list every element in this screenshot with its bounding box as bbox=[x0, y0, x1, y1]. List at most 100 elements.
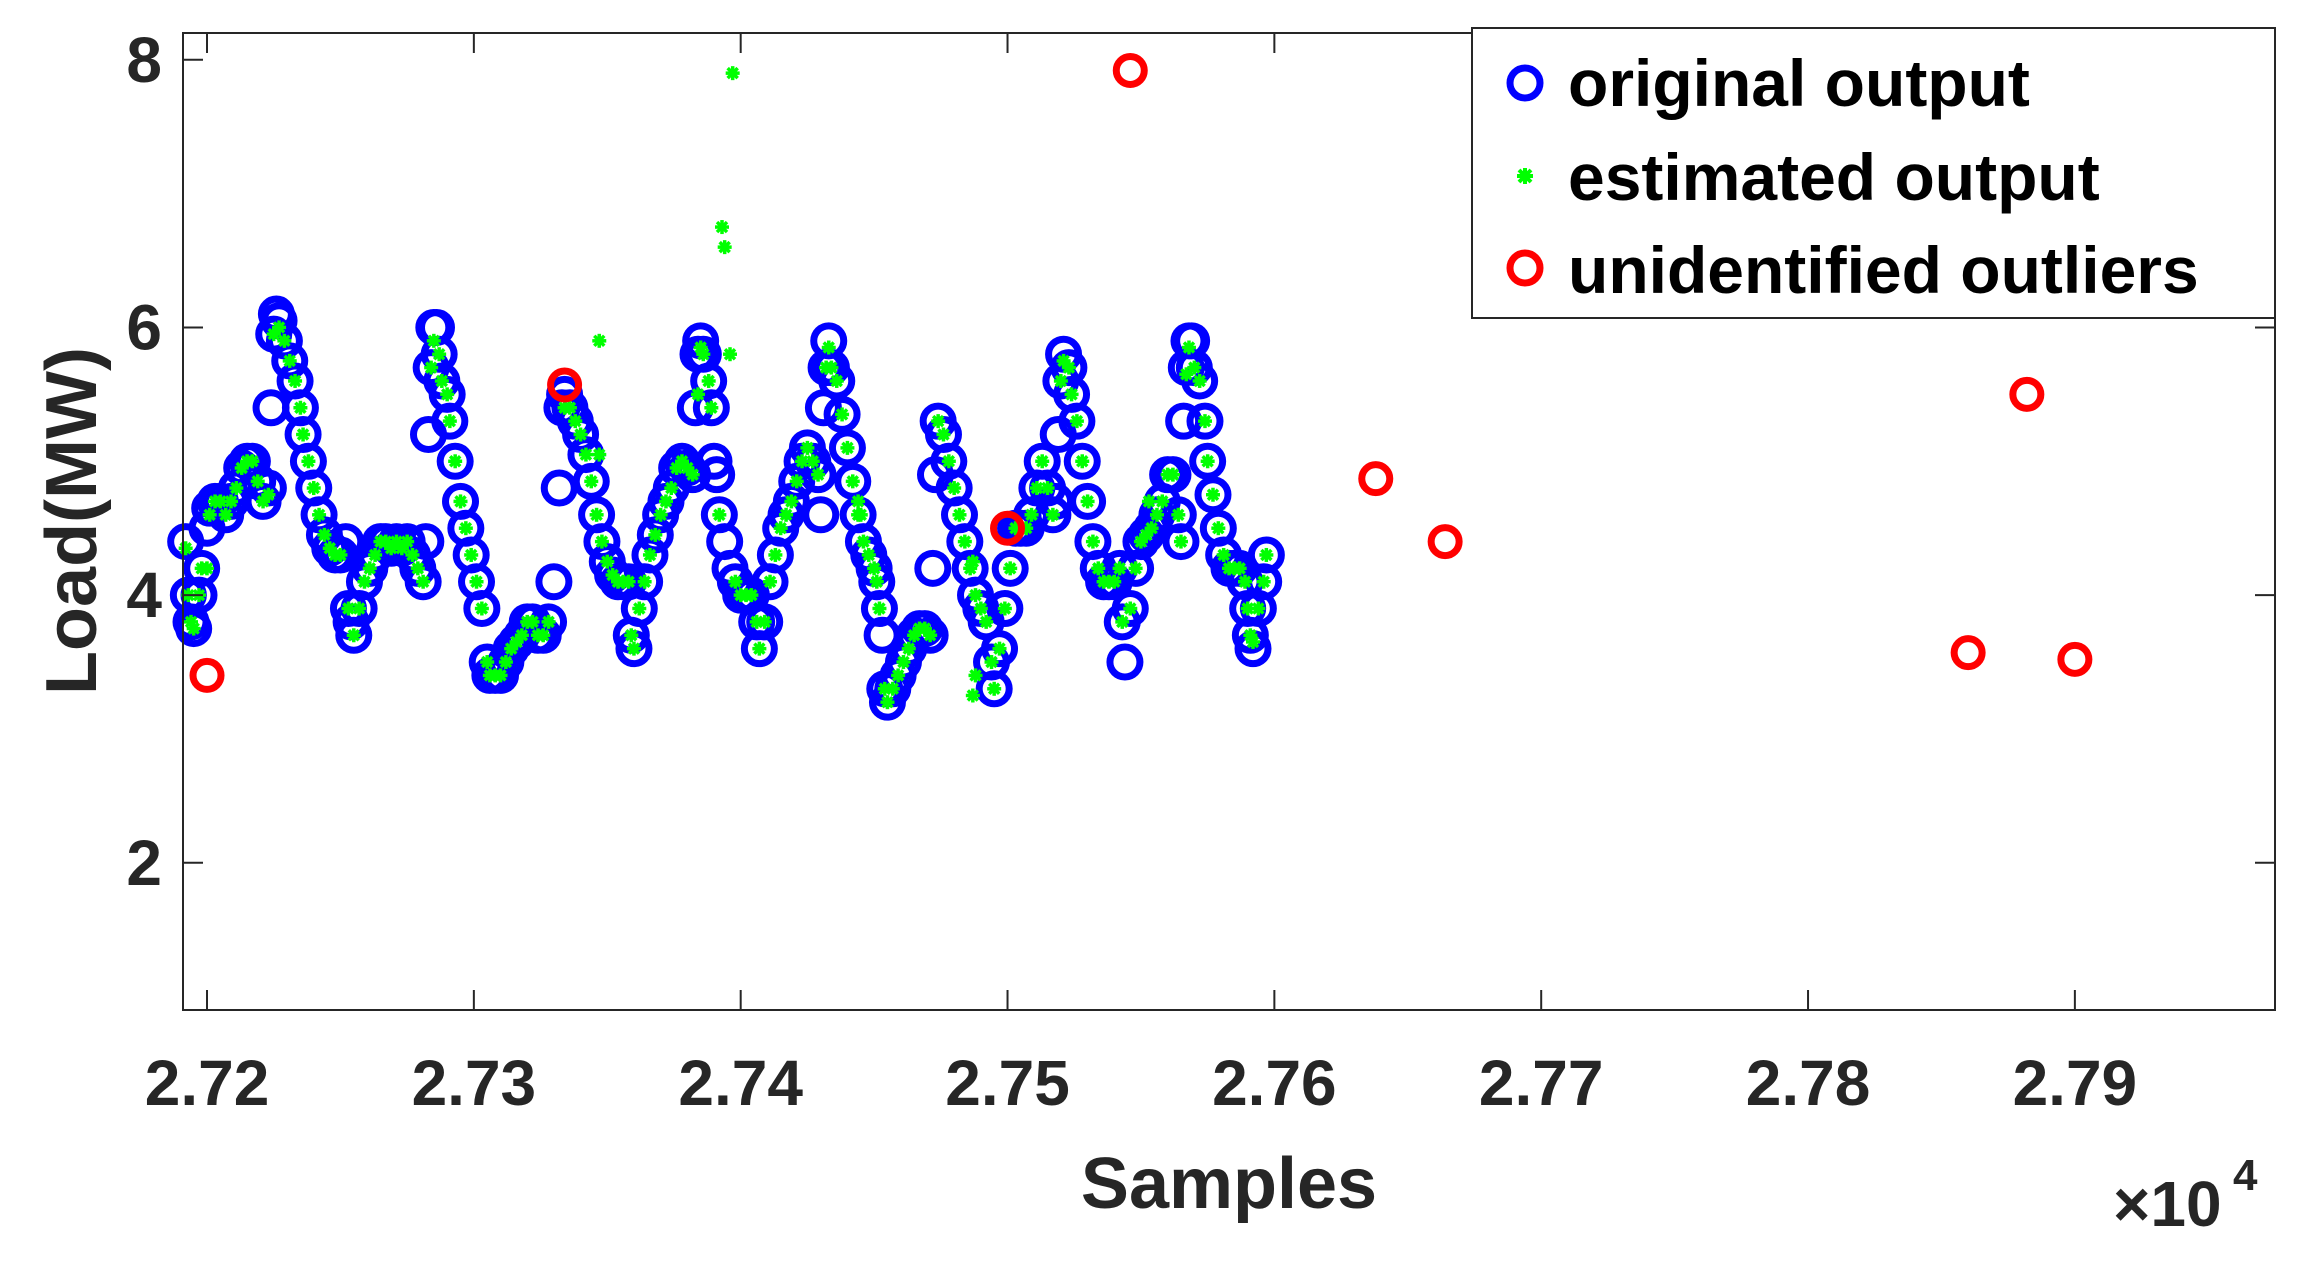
x-axis-ticks: 2.72 2.73 2.74 2.75 2.76 2.77 2.78 2.79 bbox=[145, 33, 2137, 1119]
estimated-point bbox=[410, 561, 425, 576]
axes-box bbox=[182, 32, 2276, 1011]
estimated-point bbox=[1149, 507, 1164, 522]
estimated-point bbox=[1053, 373, 1068, 388]
estimated-point bbox=[664, 481, 679, 496]
estimated-point bbox=[658, 494, 673, 509]
y-axis-ticks: 2 4 6 8 bbox=[126, 24, 2275, 899]
estimated-point bbox=[594, 534, 609, 549]
estimated-point bbox=[1211, 521, 1226, 536]
original-point bbox=[1189, 442, 1227, 480]
estimated-point bbox=[1091, 561, 1106, 576]
outlier-point bbox=[2009, 376, 2045, 412]
original-point bbox=[1058, 402, 1096, 440]
y-tick-label: 6 bbox=[126, 291, 162, 363]
estimated-point bbox=[648, 527, 663, 542]
estimated-point bbox=[186, 621, 201, 636]
original-point bbox=[631, 536, 669, 574]
estimated-point bbox=[965, 688, 980, 703]
original-point bbox=[692, 389, 730, 427]
outlier-point bbox=[1112, 52, 1148, 88]
legend-marker-circle-blue bbox=[1506, 64, 1544, 102]
estimated-point bbox=[434, 373, 449, 388]
estimated-point bbox=[493, 668, 508, 683]
estimated-point bbox=[1173, 534, 1188, 549]
y-tick-label: 8 bbox=[126, 24, 162, 96]
estimated-point bbox=[1040, 481, 1055, 496]
estimated-point bbox=[448, 454, 463, 469]
estimated-point bbox=[440, 387, 455, 402]
estimated-point bbox=[405, 547, 420, 562]
estimated-point bbox=[853, 507, 868, 522]
estimated-point bbox=[856, 534, 871, 549]
estimated-point bbox=[362, 561, 377, 576]
estimated-point bbox=[301, 454, 316, 469]
original-point bbox=[1154, 456, 1192, 494]
original-point bbox=[233, 442, 271, 480]
estimated-point bbox=[200, 561, 215, 576]
estimated-point bbox=[621, 574, 636, 589]
estimated-point bbox=[704, 400, 719, 415]
original-point bbox=[463, 589, 501, 627]
estimated-point bbox=[1024, 507, 1039, 522]
estimated-point bbox=[1216, 547, 1231, 562]
y-axis-label: Load(MW) bbox=[32, 347, 112, 695]
estimated-point bbox=[1112, 561, 1127, 576]
estimated-point bbox=[712, 507, 727, 522]
original-point bbox=[300, 496, 338, 534]
estimated-point bbox=[957, 534, 972, 549]
x-tick-label: 2.73 bbox=[412, 1047, 537, 1119]
original-point bbox=[271, 342, 309, 380]
original-point bbox=[431, 402, 469, 440]
estimated-point bbox=[821, 340, 836, 355]
estimated-point bbox=[965, 554, 980, 569]
estimated-point bbox=[584, 474, 599, 489]
estimated-point bbox=[1064, 387, 1079, 402]
original-point bbox=[834, 462, 872, 500]
estimated-point bbox=[514, 628, 529, 643]
estimated-point bbox=[424, 360, 439, 375]
estimated-point bbox=[1205, 487, 1220, 502]
estimated-point bbox=[1197, 414, 1212, 429]
estimated-point bbox=[952, 507, 967, 522]
x-tick-label: 2.76 bbox=[1212, 1047, 1337, 1119]
original-point bbox=[1069, 482, 1107, 520]
estimated-point bbox=[1181, 340, 1196, 355]
estimated-point bbox=[400, 534, 415, 549]
estimated-point bbox=[498, 655, 513, 670]
series-2 bbox=[189, 52, 2093, 693]
estimated-point bbox=[296, 427, 311, 442]
y-tick-label: 2 bbox=[126, 827, 162, 899]
estimated-point bbox=[568, 414, 583, 429]
estimated-point bbox=[811, 467, 826, 482]
estimated-point bbox=[880, 695, 895, 710]
estimated-point bbox=[1144, 521, 1159, 536]
x-tick-label: 2.78 bbox=[1746, 1047, 1871, 1119]
estimated-point bbox=[632, 601, 647, 616]
estimated-point bbox=[416, 574, 431, 589]
estimated-point bbox=[867, 561, 882, 576]
original-point bbox=[572, 462, 610, 500]
estimated-point bbox=[288, 373, 303, 388]
outlier-point bbox=[189, 657, 225, 693]
estimated-point bbox=[282, 353, 297, 368]
data-marks bbox=[167, 52, 2093, 721]
estimated-point bbox=[851, 494, 866, 509]
original-point bbox=[981, 630, 1019, 668]
estimated-point bbox=[589, 507, 604, 522]
estimated-point bbox=[480, 655, 495, 670]
estimated-point bbox=[250, 474, 265, 489]
estimated-point bbox=[1256, 574, 1271, 589]
estimated-point bbox=[272, 320, 287, 335]
estimated-point bbox=[824, 360, 839, 375]
original-point bbox=[583, 523, 621, 561]
estimated-point bbox=[458, 521, 473, 536]
estimated-point bbox=[1251, 601, 1266, 616]
estimated-point bbox=[685, 467, 700, 482]
estimated-point bbox=[725, 66, 740, 81]
x-tick-label: 2.77 bbox=[1479, 1047, 1604, 1119]
estimated-point bbox=[941, 454, 956, 469]
estimated-point bbox=[674, 454, 689, 469]
estimated-point bbox=[637, 574, 652, 589]
estimated-point bbox=[987, 681, 1002, 696]
legend-entry-estimated: estimated output bbox=[1517, 140, 2100, 214]
